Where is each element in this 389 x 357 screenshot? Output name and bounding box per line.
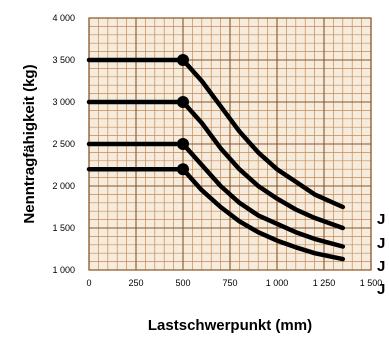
series-line-1 — [86, 57, 346, 210]
series-line-3 — [86, 141, 346, 249]
y-tick-label: 3 000 — [52, 97, 75, 107]
y-tick-label: 1 000 — [52, 265, 75, 275]
y-axis-title: Nenntragfähigkeit (kg) — [21, 64, 38, 223]
x-axis-title: Lastschwerpunkt (mm) — [148, 317, 312, 334]
series-knee-point-1 — [177, 54, 189, 66]
x-tick-label: 250 — [128, 278, 143, 288]
y-tick-label: 2 000 — [52, 181, 75, 191]
x-tick-label: 1 250 — [313, 278, 336, 288]
y-tick-label: 4 000 — [52, 13, 75, 23]
y-tick-label: 1 500 — [52, 223, 75, 233]
x-tick-label: 500 — [175, 278, 190, 288]
y-tick-label: 2 500 — [52, 139, 75, 149]
series-knee-point-3 — [177, 138, 189, 150]
series-label-3: J — [377, 258, 385, 275]
y-tick-labels: 1 000 1 500 2 000 2 500 3 000 3 500 4 000 — [52, 13, 75, 275]
x-tick-label: 1 500 — [360, 278, 383, 288]
series-label-2: J — [377, 235, 385, 252]
x-tick-label: 750 — [222, 278, 237, 288]
series-label-4: J — [377, 281, 385, 298]
x-tick-label: 0 — [86, 278, 91, 288]
series-knee-point-2 — [177, 96, 189, 108]
x-tick-label: 1 000 — [266, 278, 289, 288]
series-label-1: J — [377, 211, 385, 228]
series-line-2 — [86, 99, 346, 231]
series-knee-point-4 — [177, 163, 189, 176]
series-lines — [86, 54, 346, 262]
y-tick-label: 3 500 — [52, 55, 75, 65]
x-tick-labels: 0 250 500 750 1 000 1 250 1 500 — [86, 278, 382, 288]
series-line-4 — [86, 166, 346, 262]
